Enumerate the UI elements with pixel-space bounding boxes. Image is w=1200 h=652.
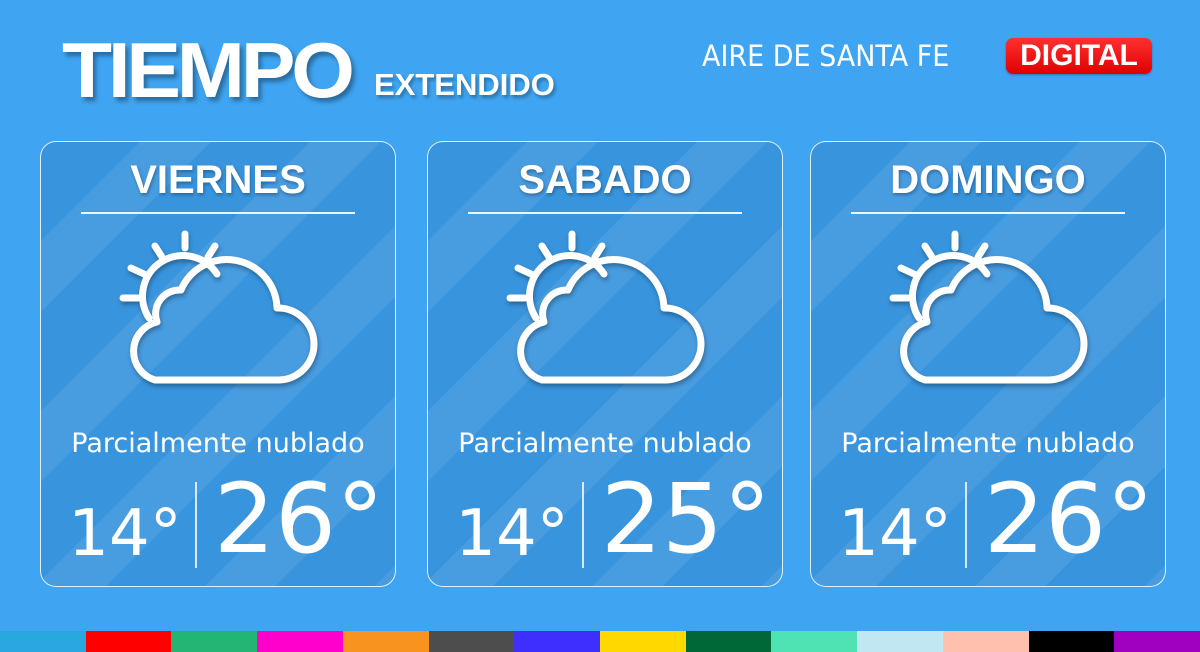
color-strip-segment	[257, 631, 343, 652]
day-name: VIERNES	[130, 158, 306, 202]
temperature-divider	[195, 482, 197, 568]
temperature-divider	[582, 482, 584, 568]
partly-cloudy-icon	[119, 230, 323, 394]
color-strip-segment	[857, 631, 943, 652]
color-strip-segment	[428, 631, 515, 652]
weather-description: Parcialmente nublado	[841, 428, 1135, 459]
color-strip-segment	[171, 631, 258, 652]
color-strip-segment	[342, 631, 429, 652]
day-name: SABADO	[518, 158, 692, 202]
color-strip	[0, 631, 1200, 652]
low-temperature: 14°	[455, 497, 569, 571]
color-strip-segment	[685, 631, 772, 652]
color-strip-segment	[1114, 631, 1200, 652]
page-title: TIEMPO	[62, 26, 355, 114]
divider	[851, 212, 1125, 214]
color-strip-segment	[942, 631, 1029, 652]
forecast-card-domingo: DOMINGO Parcialmente nublado 14° 26°	[810, 141, 1166, 587]
high-temperature: 25°	[600, 463, 772, 575]
color-strip-segment	[85, 631, 172, 652]
temperature-divider	[965, 482, 967, 568]
color-strip-segment	[1028, 631, 1115, 652]
forecast-card-sabado: SABADO Parcialmente nublado 14° 25°	[427, 141, 783, 587]
low-temperature: 14°	[838, 497, 952, 571]
color-strip-segment	[0, 631, 86, 652]
weather-description: Parcialmente nublado	[71, 428, 365, 459]
day-name: DOMINGO	[890, 158, 1086, 202]
brand-name: AIRE DE SANTA FE	[702, 39, 950, 73]
color-strip-segment	[600, 631, 686, 652]
page-subtitle: EXTENDIDO	[374, 67, 555, 102]
partly-cloudy-icon	[889, 230, 1093, 394]
forecast-card-viernes: VIERNES Parcialmente nublado 14° 26°	[40, 141, 396, 587]
high-temperature: 26°	[983, 463, 1155, 575]
partly-cloudy-icon	[506, 230, 710, 394]
color-strip-segment	[771, 631, 858, 652]
divider	[81, 212, 355, 214]
brand-badge: DIGITAL	[1006, 38, 1152, 74]
divider	[468, 212, 742, 214]
low-temperature: 14°	[68, 497, 182, 571]
high-temperature: 26°	[213, 463, 385, 575]
color-strip-segment	[514, 631, 601, 652]
weather-description: Parcialmente nublado	[458, 428, 752, 459]
